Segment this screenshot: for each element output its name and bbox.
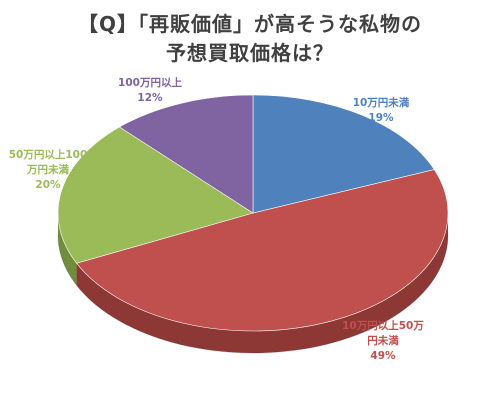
slice-percent-3: 12% — [137, 92, 163, 104]
slice-category-1-0: 10万円以上50万 — [342, 319, 424, 332]
slice-percent-1: 49% — [370, 350, 396, 362]
pie-slice-2 — [57, 126, 254, 264]
pie-slice-0 — [252, 94, 435, 214]
slice-category-2-1: 万円未満 — [26, 163, 69, 176]
slice-label-3: 100万円以上 12% — [118, 76, 182, 104]
slice-percent-2: 20% — [35, 179, 61, 191]
pie-slice-1 — [76, 169, 449, 332]
slice-label-0: 10万円未満 19% — [353, 96, 410, 124]
slice-category-1-1: 円未満 — [367, 334, 399, 347]
chart-title-line-2: 予想買取価格は？ — [166, 41, 334, 65]
slice-category-0-0: 10万円未満 — [353, 96, 410, 109]
slice-label-2: 50万円以上100 万円未満 20% — [9, 148, 88, 191]
slice-category-2-0: 50万円以上100 — [9, 148, 88, 161]
slice-percent-0: 19% — [368, 112, 394, 124]
pie-slice-3 — [118, 94, 254, 214]
pie-slice-side-1 — [76, 213, 449, 353]
pie-rim — [57, 234, 449, 354]
slice-category-3-0: 100万円以上 — [118, 76, 182, 89]
chart-title-line-1: 【Q】「再販価値」が高そうな私物の — [77, 12, 422, 36]
